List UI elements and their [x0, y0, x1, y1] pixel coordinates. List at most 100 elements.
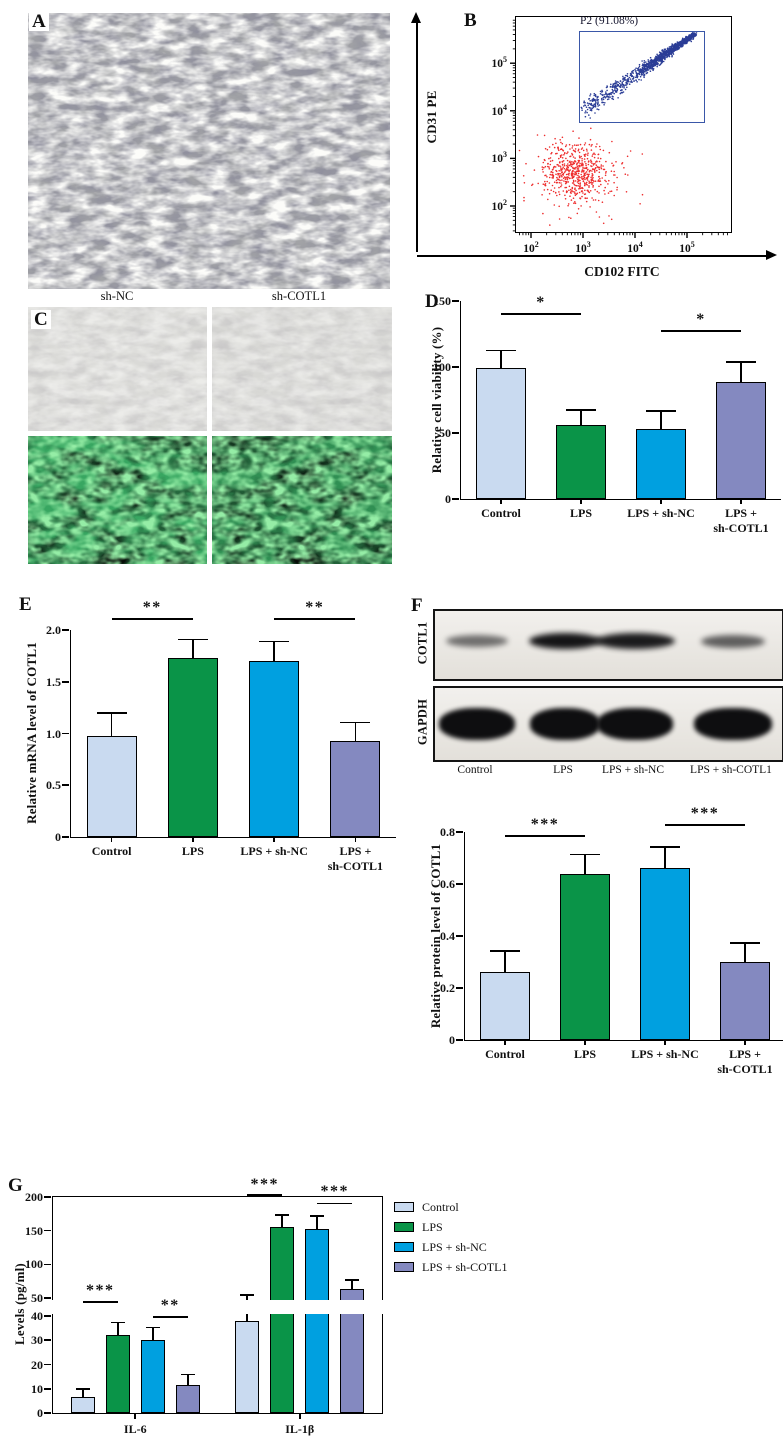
- protein-band: [701, 634, 765, 648]
- bar: [249, 661, 300, 837]
- lane-label: LPS + sh-COTL1: [690, 764, 772, 776]
- y-tick-label: 0: [445, 492, 451, 506]
- brightfield-micrograph-sh-nc: [28, 307, 207, 431]
- significance-line: [665, 824, 745, 826]
- y-axis-arrowhead-icon: [411, 12, 422, 23]
- error-bar: [273, 642, 275, 664]
- y-tick-label: 50: [439, 426, 451, 440]
- x-tick-mark: [354, 837, 357, 842]
- axis-tick-label: 103: [575, 240, 591, 255]
- axis-tick-label: 102: [523, 240, 539, 255]
- category-label: LPS + sh-NC: [631, 1047, 699, 1061]
- error-bar-cap: [570, 853, 600, 856]
- category-label: Control: [481, 506, 521, 520]
- significance-label: **: [142, 599, 162, 617]
- x-tick-mark: [504, 1040, 506, 1045]
- legend-item: LPS: [394, 1218, 443, 1234]
- panel-label-b: B: [464, 10, 477, 31]
- protein-band: [529, 633, 601, 649]
- error-bar-cap: [345, 1278, 360, 1281]
- y-tick-label: 0: [55, 830, 61, 844]
- error-bar: [584, 855, 586, 876]
- protein-band: [597, 708, 673, 740]
- error-bar: [744, 943, 746, 964]
- error-bar-cap: [730, 942, 760, 944]
- category-label: LPS + sh-COTL1: [327, 844, 384, 873]
- y-tick-mark: [62, 629, 70, 631]
- error-bar-cap: [726, 361, 756, 364]
- protein-band: [439, 708, 515, 740]
- y-tick-label: 50: [31, 1291, 43, 1305]
- scatter-dots: [510, 19, 728, 238]
- bar: [640, 868, 690, 1040]
- error-bar: [740, 363, 742, 384]
- y-tick-label: 10: [31, 1381, 43, 1396]
- bar: [305, 1229, 330, 1413]
- y-tick-mark: [452, 300, 460, 302]
- panel-label-e: E: [19, 594, 32, 615]
- y-tick-label: 200: [25, 1190, 43, 1204]
- lane-label: LPS: [553, 764, 573, 776]
- y-tick-label: 1.5: [46, 674, 61, 689]
- error-bar-cap: [259, 640, 290, 643]
- error-bar-cap: [310, 1214, 325, 1217]
- bar: [270, 1226, 295, 1413]
- x-tick-mark: [192, 837, 194, 842]
- fluorescence-micrograph-sh-cotl1: [212, 436, 392, 564]
- y-axis-arrow: [416, 22, 418, 252]
- y-tick-mark: [456, 831, 464, 833]
- significance-label: ***: [320, 1183, 349, 1201]
- error-bar-cap: [110, 1321, 125, 1324]
- significance-line: [501, 313, 581, 315]
- category-label: LPS + sh-NC: [240, 844, 308, 858]
- error-bar-cap: [275, 1214, 290, 1216]
- error-bar: [351, 1280, 354, 1292]
- error-bar: [192, 640, 194, 660]
- bar: [86, 735, 137, 837]
- y-tick-mark: [44, 1339, 52, 1342]
- panel-label-c: C: [31, 310, 51, 329]
- y-tick-mark: [456, 883, 464, 885]
- y-tick-label: 0.5: [46, 778, 61, 793]
- significance-label: **: [305, 599, 325, 617]
- significance-line: [505, 835, 585, 837]
- y-tick-mark: [456, 1039, 464, 1041]
- legend-item: LPS + sh-NC: [394, 1238, 487, 1254]
- bar-chart-protein-level: Control LPS LPS + sh-NC LPS + sh-COTL1 0 0.2 0.…: [440, 805, 783, 1076]
- y-tick-mark: [44, 1297, 52, 1299]
- y-axis-title: Relative protein level of COTL1: [428, 843, 443, 1029]
- axis-tick-label: 102: [491, 198, 508, 213]
- significance-line: [152, 1316, 188, 1318]
- fluorescence-micrograph-sh-nc: [28, 436, 207, 564]
- y-tick-label: 0.6: [440, 877, 455, 891]
- blot-row-label-gapdh: GAPDH: [415, 698, 430, 746]
- category-label: IL-6: [123, 1422, 147, 1436]
- axis-tick-label: 104: [491, 102, 508, 118]
- column-label-sh-cotl1: sh-COTL1: [271, 289, 327, 303]
- lane-label: Control: [457, 764, 493, 776]
- y-tick-mark: [62, 836, 70, 838]
- significance-label: ***: [86, 1281, 115, 1299]
- panel-label-d: D: [425, 291, 439, 312]
- legend-label: LPS: [422, 1219, 443, 1234]
- significance-line: [247, 1194, 283, 1197]
- significance-label: ***: [250, 1176, 279, 1193]
- error-bar-cap: [490, 950, 520, 952]
- legend-label: LPS + sh-NC: [422, 1239, 487, 1254]
- category-label: LPS: [569, 506, 593, 520]
- protein-band: [595, 633, 675, 649]
- y-tick-mark: [44, 1387, 52, 1390]
- bar: [330, 740, 381, 837]
- bar: [175, 1385, 200, 1413]
- y-tick-mark: [452, 366, 460, 368]
- western-blot-gapdh: [433, 686, 783, 762]
- panel-label-g: G: [8, 1175, 23, 1196]
- legend-label: LPS + sh-COTL1: [422, 1259, 508, 1274]
- x-tick-mark: [298, 1413, 301, 1419]
- legend-swatch: [394, 1262, 414, 1273]
- significance-label: *: [696, 310, 706, 328]
- y-tick-label: 0: [37, 1406, 43, 1420]
- significance-label: *: [536, 293, 546, 311]
- gate-rectangle: [579, 31, 705, 123]
